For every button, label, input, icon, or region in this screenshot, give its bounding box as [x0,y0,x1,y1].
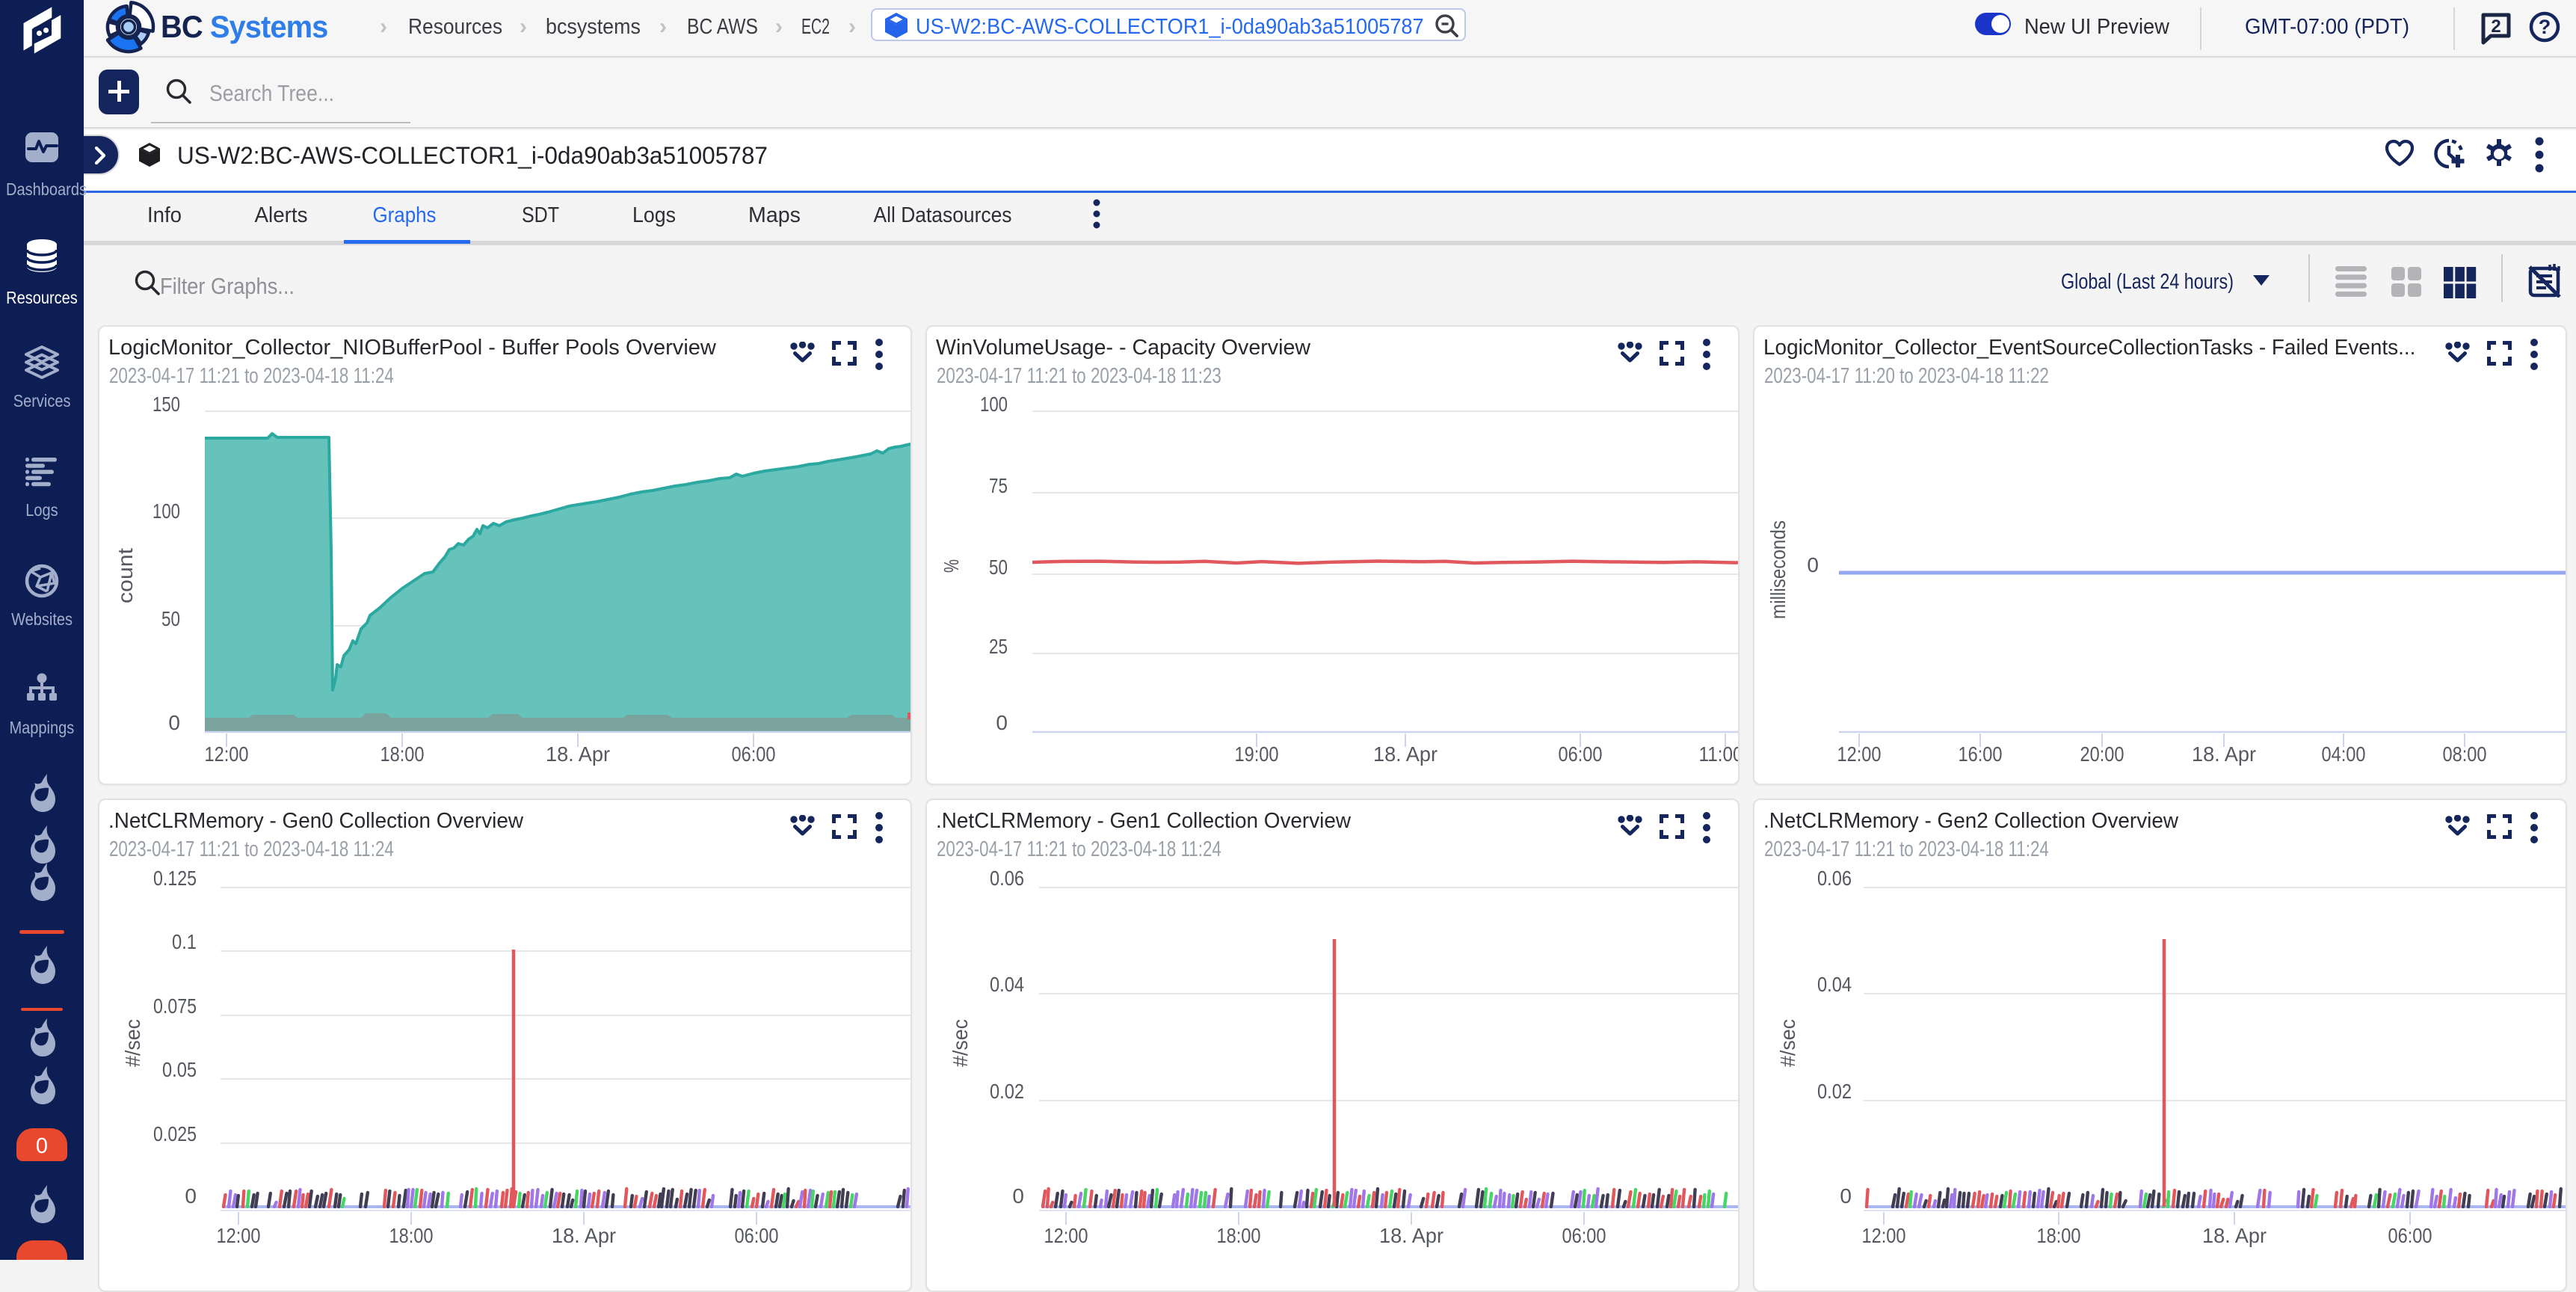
svg-text:18:00: 18:00 [389,1224,434,1247]
svg-text:12:00: 12:00 [205,742,249,766]
svg-text:0: 0 [1807,553,1819,576]
svg-text:0: 0 [996,711,1008,734]
svg-text:0.06: 0.06 [990,867,1024,890]
svg-text:18. Apr: 18. Apr [2202,1224,2267,1247]
svg-text:0.1: 0.1 [172,930,197,953]
svg-text:12:00: 12:00 [217,1224,261,1247]
svg-text:06:00: 06:00 [2388,1224,2432,1247]
svg-text:75: 75 [989,474,1008,497]
svg-text:18:00: 18:00 [2037,1224,2081,1247]
svg-text:18:00: 18:00 [1217,1224,1261,1247]
svg-text:#/sec: #/sec [949,1019,972,1067]
svg-text:2: 2 [2491,16,2500,37]
svg-text:25: 25 [989,635,1008,658]
svg-text:100: 100 [980,393,1008,416]
svg-text:0: 0 [1012,1184,1024,1208]
svg-text:%: % [940,559,963,573]
svg-text:18. Apr: 18. Apr [552,1224,616,1247]
svg-text:19:00: 19:00 [1235,742,1279,766]
svg-text:0.025: 0.025 [153,1122,197,1145]
svg-text:0.125: 0.125 [153,867,197,890]
svg-text:06:00: 06:00 [1562,1224,1606,1247]
svg-text:12:00: 12:00 [1837,742,1882,766]
svg-text:0: 0 [1840,1184,1852,1208]
svg-text:50: 50 [161,607,180,630]
svg-text:11:00: 11:00 [1699,742,1739,766]
svg-text:0.04: 0.04 [1817,973,1852,996]
svg-text:12:00: 12:00 [1862,1224,1906,1247]
svg-text:12:00: 12:00 [1044,1224,1088,1247]
svg-text:18. Apr: 18. Apr [1379,1224,1443,1247]
svg-text:?: ? [2539,16,2551,38]
svg-text:04:00: 04:00 [2322,742,2366,766]
svg-text:20:00: 20:00 [2080,742,2124,766]
svg-text:06:00: 06:00 [732,742,776,766]
svg-text:0: 0 [185,1184,197,1208]
svg-text:#/sec: #/sec [121,1019,144,1067]
svg-text:0: 0 [168,711,180,734]
svg-text:0.02: 0.02 [1817,1080,1852,1103]
svg-text:0.02: 0.02 [990,1080,1024,1103]
svg-text:18:00: 18:00 [380,742,425,766]
svg-text:150: 150 [152,393,180,416]
svg-text:06:00: 06:00 [735,1224,779,1247]
svg-text:16:00: 16:00 [1959,742,2003,766]
svg-text:18. Apr: 18. Apr [546,742,610,766]
svg-text:0.06: 0.06 [1817,867,1852,890]
svg-text:50: 50 [989,556,1008,579]
svg-text:100: 100 [152,499,180,523]
svg-text:milliseconds: milliseconds [1766,520,1790,619]
svg-text:count: count [114,548,137,603]
svg-text:0.05: 0.05 [162,1058,197,1081]
svg-text:08:00: 08:00 [2443,742,2487,766]
svg-text:06:00: 06:00 [1559,742,1603,766]
svg-text:0.04: 0.04 [990,973,1024,996]
svg-text:#/sec: #/sec [1776,1019,1799,1067]
svg-text:0.075: 0.075 [153,994,197,1018]
svg-text:18. Apr: 18. Apr [1373,742,1438,766]
svg-text:18. Apr: 18. Apr [2192,742,2256,766]
